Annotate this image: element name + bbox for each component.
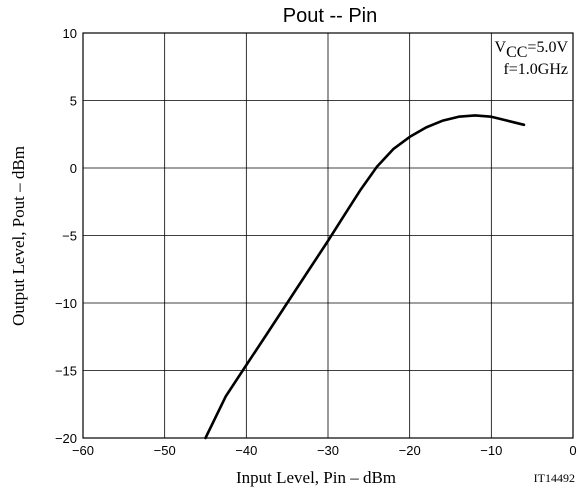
y-tick-label: 5 bbox=[70, 94, 77, 109]
y-tick-label: 0 bbox=[70, 161, 77, 176]
x-tick-label: −50 bbox=[154, 443, 176, 458]
vcc-annotation: VCC=5.0V bbox=[495, 39, 569, 61]
vcc-value: =5.0V bbox=[527, 39, 568, 56]
plot-frame bbox=[82, 32, 574, 439]
y-tick-label: −5 bbox=[62, 229, 77, 244]
y-axis-label: Output Level, Pout – dBm bbox=[9, 146, 28, 326]
chart-title: Pout -- Pin bbox=[283, 5, 377, 27]
x-tick-label: 0 bbox=[569, 443, 576, 458]
y-tick-labels: −20 −15 −10 −5 0 5 10 bbox=[55, 26, 77, 446]
x-tick-label: −20 bbox=[399, 443, 421, 458]
vcc-subscript: CC bbox=[506, 44, 527, 61]
figure-code: IT14492 bbox=[534, 471, 575, 485]
x-tick-label: −60 bbox=[72, 443, 94, 458]
x-tick-label: −10 bbox=[480, 443, 502, 458]
pout-curve bbox=[204, 114, 526, 440]
x-axis-label: Input Level, Pin – dBm bbox=[236, 468, 396, 487]
vcc-prefix: V bbox=[495, 39, 507, 56]
y-tick-label: −20 bbox=[55, 431, 77, 446]
y-tick-label: 10 bbox=[63, 26, 77, 41]
y-tick-label: −15 bbox=[55, 364, 77, 379]
x-tick-label: −30 bbox=[317, 443, 339, 458]
x-tick-labels: −60 −50 −40 −30 −20 −10 0 bbox=[72, 443, 577, 458]
x-tick-label: −40 bbox=[235, 443, 257, 458]
y-tick-label: −10 bbox=[55, 296, 77, 311]
series-group bbox=[204, 114, 526, 440]
freq-annotation: f=1.0GHz bbox=[503, 61, 568, 78]
grid bbox=[82, 32, 574, 439]
